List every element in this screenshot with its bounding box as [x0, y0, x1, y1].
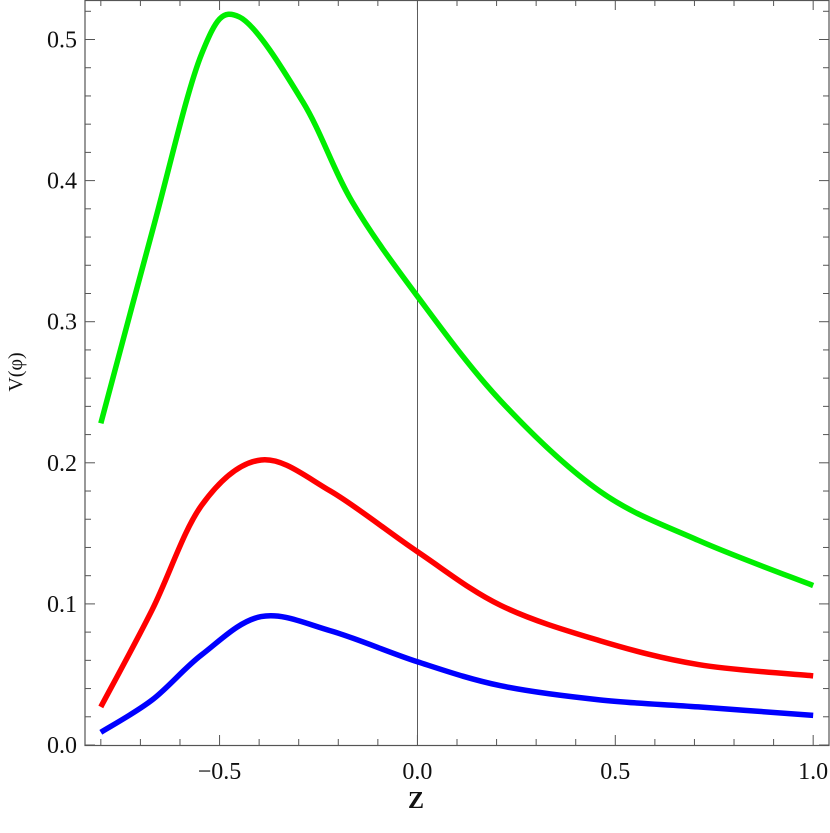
- series-line-1: [98, 457, 814, 709]
- y-tick-label: 0.5: [47, 28, 77, 54]
- x-axis-label: Z: [408, 788, 424, 814]
- y-tick-label: 0.3: [47, 310, 77, 336]
- y-tick-label: 0.2: [47, 451, 77, 477]
- series-line-2: [99, 613, 814, 735]
- x-tick-label: 1.0: [798, 759, 828, 785]
- y-axis-label: V(φ): [5, 352, 27, 391]
- series-group: [98, 11, 815, 735]
- y-tick-label: 0.0: [47, 733, 77, 759]
- axes: −0.5 0.0 0.5 1.0 0.0 0.1 0.2 0.3 0.4 0.5: [47, 0, 830, 785]
- x-tick-label: 0.5: [600, 759, 630, 785]
- y-tick-label: 0.4: [47, 169, 77, 195]
- plot-frame: [84, 0, 830, 747]
- x-tick-label: 0.0: [402, 759, 432, 785]
- series-line-0: [98, 11, 815, 589]
- y-tick-label: 0.1: [47, 592, 77, 618]
- x-tick-label: −0.5: [198, 759, 242, 785]
